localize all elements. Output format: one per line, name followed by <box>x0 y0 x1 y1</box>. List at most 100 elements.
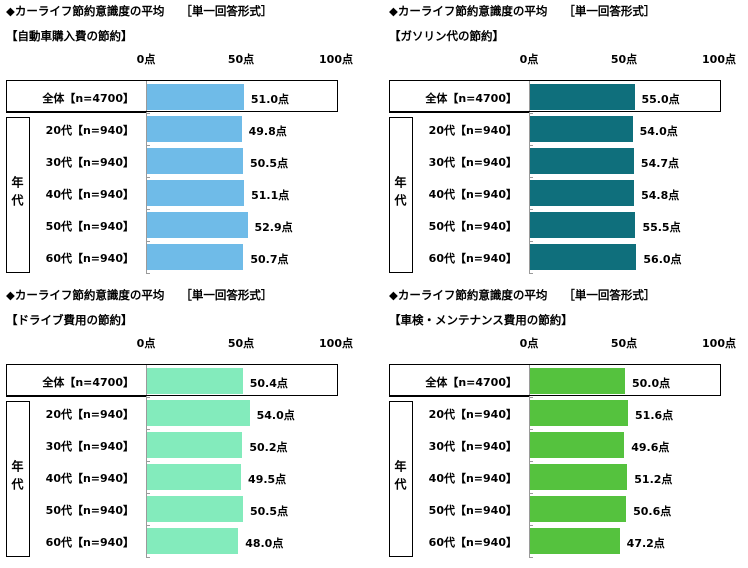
bar <box>147 528 239 554</box>
category-label: 30代【n=940】 <box>428 440 517 453</box>
age-group-frame <box>6 401 30 557</box>
row-separator <box>6 112 146 113</box>
axis-tick <box>529 429 533 430</box>
bar <box>147 148 243 174</box>
chart-panel: ◆カーライフ節約意識度の平均 ［単一回答形式］ 【ドライブ費用の節約】 0点 50点 10… <box>0 284 374 568</box>
data-label: 49.5点 <box>248 473 287 486</box>
age-group-label: 年代 <box>10 460 24 496</box>
age-group-label: 年代 <box>393 176 407 212</box>
axis-tick-label: 50点 <box>610 337 638 350</box>
panel-subtitle: 【ドライブ費用の節約】 <box>6 313 133 327</box>
category-label: 50代【n=940】 <box>428 220 517 233</box>
total-row-frame <box>389 364 721 396</box>
axis-tick <box>529 241 533 242</box>
bar <box>530 464 628 490</box>
category-label: 40代【n=940】 <box>428 188 517 201</box>
axis-tick <box>146 557 150 558</box>
total-row-frame <box>6 364 338 396</box>
axis-tick <box>529 113 533 114</box>
axis-tick-label: 0点 <box>519 53 539 66</box>
category-label: 60代【n=940】 <box>45 252 134 265</box>
axis-tick <box>146 273 150 274</box>
bar <box>530 244 637 270</box>
bar <box>147 368 243 394</box>
data-label: 54.8点 <box>641 189 680 202</box>
category-label: 60代【n=940】 <box>428 252 517 265</box>
panel-title-text: ◆カーライフ節約意識度の平均 <box>6 4 165 18</box>
data-label: 51.0点 <box>250 93 290 106</box>
data-label: 50.7点 <box>250 253 289 266</box>
data-label: 50.6点 <box>633 505 672 518</box>
category-label: 全体【n=4700】 <box>425 92 517 105</box>
axis-tick <box>529 145 533 146</box>
axis-tick <box>146 493 150 494</box>
data-label: 50.5点 <box>249 505 289 518</box>
age-group-frame <box>6 117 30 273</box>
answer-format-tag: ［単一回答形式］ <box>563 4 656 18</box>
chart-panel: ◆カーライフ節約意識度の平均 ［単一回答形式］ 【自動車購入費の節約】 0点 50点 10… <box>0 0 374 284</box>
axis-tick <box>529 397 533 398</box>
panel-subtitle: 【車検・メンテナンス費用の節約】 <box>389 313 573 327</box>
age-group-label: 年代 <box>10 176 24 212</box>
row-separator <box>389 112 529 113</box>
panel-title-text: ◆カーライフ節約意識度の平均 <box>389 288 548 302</box>
data-label: 50.5点 <box>249 157 289 170</box>
panel-title: ◆カーライフ節約意識度の平均 ［単一回答形式］ <box>6 287 272 303</box>
data-label: 51.6点 <box>635 409 674 422</box>
bar <box>147 432 243 458</box>
category-label: 20代【n=940】 <box>45 124 134 137</box>
axis-tick-label: 50点 <box>227 337 255 350</box>
axis-tick-label: 100点 <box>702 337 736 350</box>
bar <box>147 212 248 238</box>
data-label: 54.0点 <box>256 409 295 422</box>
category-label: 60代【n=940】 <box>428 536 517 549</box>
answer-format-tag: ［単一回答形式］ <box>180 4 273 18</box>
total-row-frame <box>6 80 338 112</box>
axis-tick <box>146 241 150 242</box>
panel-subtitle: 【自動車購入費の節約】 <box>6 29 133 43</box>
axis-tick <box>146 145 150 146</box>
data-label: 48.0点 <box>245 537 284 550</box>
bar <box>530 180 635 206</box>
bar <box>147 496 243 522</box>
axis-tick <box>529 209 533 210</box>
axis-tick-label: 0点 <box>136 53 156 66</box>
data-label: 51.2点 <box>634 473 673 486</box>
row-separator <box>389 396 529 397</box>
bar <box>530 84 635 110</box>
category-label: 全体【n=4700】 <box>42 376 134 389</box>
bar <box>530 432 625 458</box>
bar <box>147 400 250 426</box>
age-group-label: 年代 <box>393 460 407 496</box>
panel-title-text: ◆カーライフ節約意識度の平均 <box>6 288 165 302</box>
axis-tick-label: 50点 <box>227 53 255 66</box>
bar <box>530 496 627 522</box>
category-label: 20代【n=940】 <box>45 408 134 421</box>
data-label: 50.0点 <box>632 377 671 390</box>
panel-title: ◆カーライフ節約意識度の平均 ［単一回答形式］ <box>389 287 655 303</box>
bar <box>147 84 244 110</box>
axis-tick-label: 0点 <box>519 337 539 350</box>
data-label: 50.4点 <box>249 377 288 390</box>
bar <box>147 244 244 270</box>
axis-tick <box>529 461 533 462</box>
data-label: 51.1点 <box>251 189 290 202</box>
axis-tick <box>529 557 533 558</box>
data-label: 47.2点 <box>626 537 665 550</box>
bar <box>530 368 625 394</box>
axis-tick <box>146 397 150 398</box>
data-label: 55.0点 <box>641 93 680 106</box>
bar <box>530 148 634 174</box>
category-label: 50代【n=940】 <box>45 504 134 517</box>
panel-title: ◆カーライフ節約意識度の平均 ［単一回答形式］ <box>6 3 272 19</box>
bar <box>530 212 636 238</box>
panel-title: ◆カーライフ節約意識度の平均 ［単一回答形式］ <box>389 3 655 19</box>
category-label: 全体【n=4700】 <box>425 376 517 389</box>
chart-panel: ◆カーライフ節約意識度の平均 ［単一回答形式］ 【ガソリン代の節約】 0点 50点 100… <box>383 0 748 284</box>
total-row-frame <box>389 80 721 112</box>
axis-tick <box>529 273 533 274</box>
category-label: 全体【n=4700】 <box>42 92 134 105</box>
axis-tick-label: 0点 <box>136 337 156 350</box>
data-label: 52.9点 <box>254 221 293 234</box>
data-label: 54.0点 <box>639 125 678 138</box>
